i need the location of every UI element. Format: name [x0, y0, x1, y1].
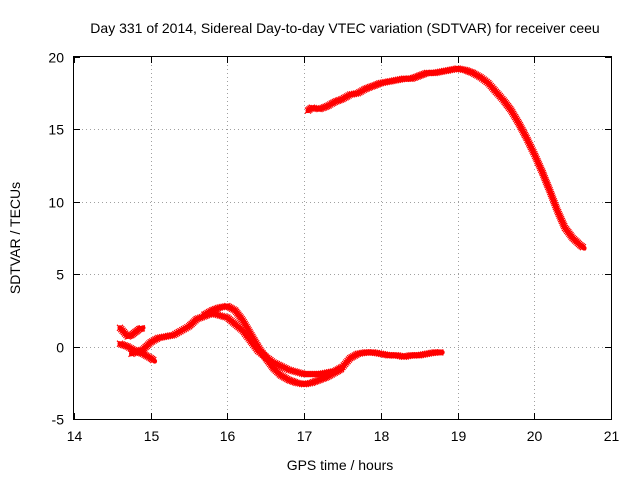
series-segment-4 — [200, 302, 345, 388]
data-point — [287, 366, 295, 374]
data-point — [293, 368, 300, 376]
y-tick-label: 5 — [56, 267, 64, 283]
x-tick-label: 18 — [374, 428, 390, 444]
data-point — [551, 199, 558, 207]
data-point — [549, 195, 557, 203]
data-point — [214, 311, 222, 319]
y-tick-label: -5 — [52, 412, 65, 428]
data-point — [533, 155, 541, 163]
data-point — [548, 192, 556, 200]
data-point — [536, 162, 544, 170]
y-tick-label: 15 — [48, 122, 64, 138]
data-point — [535, 160, 543, 168]
data-point — [434, 348, 442, 356]
x-tick-label: 21 — [604, 428, 620, 444]
data-point — [523, 134, 531, 142]
series-segment-5 — [304, 65, 587, 251]
plot-frame — [73, 56, 612, 420]
data-point — [536, 164, 544, 172]
data-point — [555, 210, 563, 218]
data-point — [537, 166, 545, 174]
x-tick-label: 17 — [297, 428, 313, 444]
data-point — [530, 150, 538, 158]
data-point — [551, 201, 559, 209]
data-point — [547, 190, 555, 198]
data-point — [138, 324, 146, 332]
data-point — [534, 159, 542, 167]
data-point — [436, 348, 444, 356]
data-point — [560, 222, 568, 230]
data-point — [289, 367, 297, 375]
data-point — [545, 185, 553, 192]
data-point — [525, 139, 533, 147]
data-point — [281, 364, 289, 372]
x-tick-label: 14 — [67, 428, 83, 444]
data-point — [222, 313, 229, 321]
data-point — [556, 212, 564, 220]
data-point — [294, 369, 302, 376]
x-tick-label: 15 — [144, 428, 160, 444]
y-tick-label: 10 — [48, 195, 64, 211]
data-point — [524, 138, 532, 146]
grid — [74, 57, 611, 419]
data-point — [557, 215, 565, 223]
data-point — [541, 176, 549, 184]
data-point — [337, 365, 345, 373]
x-axis-label: GPS time / hours — [287, 457, 394, 473]
data-point — [552, 203, 560, 211]
data-point — [531, 152, 539, 160]
data-point — [529, 147, 537, 154]
data-point — [529, 148, 537, 156]
y-tick-label: 0 — [56, 340, 64, 356]
data-point — [558, 217, 566, 225]
data-point — [546, 188, 554, 196]
series-segment-3 — [128, 309, 445, 378]
data-point — [546, 186, 554, 194]
data-point — [524, 136, 531, 144]
x-tick-label: 16 — [220, 428, 236, 444]
data-point — [559, 219, 567, 227]
chart-title: Day 331 of 2014, Sidereal Day-to-day VTE… — [90, 20, 599, 36]
axis-ticks: 14 15 16 17 18 19 20 21 -5 0 5 10 15 20 — [48, 50, 619, 445]
data-point — [291, 367, 299, 375]
data-point — [553, 205, 561, 213]
data-point — [532, 154, 540, 161]
data-point — [528, 145, 536, 153]
data-point — [216, 312, 224, 319]
series-segment-1 — [116, 324, 146, 340]
data-point — [556, 213, 564, 221]
data-point — [168, 331, 176, 339]
data-point — [283, 365, 291, 373]
x-tick-label: 19 — [451, 428, 467, 444]
data-point — [548, 194, 556, 202]
data-point — [554, 208, 562, 216]
data-point — [553, 207, 561, 214]
data-point — [285, 366, 293, 374]
data-point — [280, 363, 288, 371]
data-point — [550, 197, 558, 205]
y-tick-label: 20 — [48, 50, 64, 66]
data-point — [533, 157, 541, 165]
data-point — [579, 243, 587, 251]
y-axis-label: SDTVAR / TECUs — [7, 182, 23, 294]
data-point — [296, 369, 304, 377]
data-point — [559, 220, 567, 228]
x-tick-label: 20 — [527, 428, 543, 444]
data-point — [137, 325, 144, 333]
data-point — [527, 143, 535, 151]
plot-area — [116, 65, 587, 388]
data-point — [541, 174, 549, 182]
data-point — [518, 126, 526, 134]
data-point — [149, 356, 157, 364]
data-point — [218, 312, 226, 320]
